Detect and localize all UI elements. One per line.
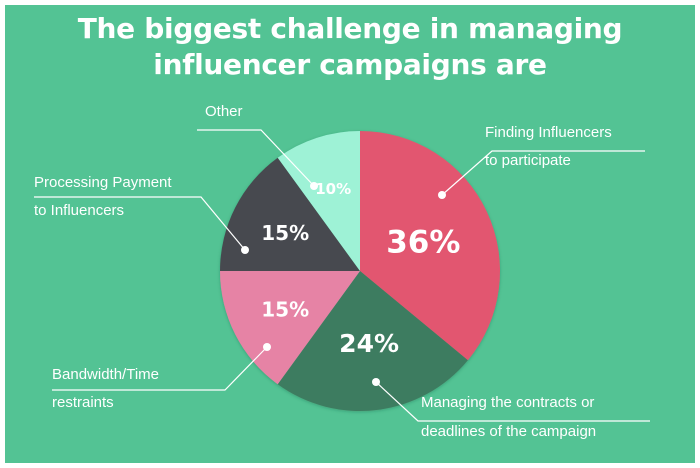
- callout-line: [441, 150, 645, 196]
- slice-category-label: to Influencers: [34, 202, 124, 219]
- callout-line: [375, 381, 650, 422]
- callout-dot: [372, 378, 380, 386]
- chart-title-line-1: The biggest challenge in managing: [77, 12, 623, 45]
- slice-category-label: Finding Influencers: [485, 124, 612, 141]
- slice-category-label: Bandwidth/Time: [52, 366, 159, 383]
- slice-value-label: 36%: [386, 224, 460, 260]
- slice-category-label: restraints: [52, 394, 114, 411]
- slice-category-label: Processing Payment: [34, 174, 172, 191]
- pie-slice-finding-influencers: [360, 131, 500, 361]
- callout-dot: [241, 246, 249, 254]
- pie-slice-other: [277, 131, 360, 271]
- callout-dot: [438, 191, 446, 199]
- chart-title-line-2: influencer campaigns are: [153, 48, 547, 81]
- callout-line: [197, 129, 315, 187]
- slice-category-label: Managing the contracts or: [421, 394, 594, 411]
- chart-title: The biggest challenge in managing influe…: [5, 11, 695, 83]
- slice-category-label: deadlines of the campaign: [421, 423, 596, 440]
- slice-value-label: 24%: [339, 329, 399, 358]
- slice-value-label: 10%: [315, 180, 351, 198]
- callout-dot: [310, 182, 318, 190]
- pie-slice-processing-payment: [220, 157, 360, 271]
- slice-category-label: Other: [205, 103, 243, 120]
- slice-value-label: 15%: [261, 297, 309, 321]
- pie-slices: [220, 131, 500, 411]
- pie-chart: 36% Finding Influencers to participate 24% M…: [34, 103, 650, 440]
- slice-value-label: 15%: [261, 221, 309, 245]
- callout-line: [34, 196, 246, 251]
- callout-dot: [263, 343, 271, 351]
- slice-category-label: to participate: [485, 152, 571, 169]
- pie-slice-bandwidth-time: [220, 271, 360, 385]
- pie-slice-managing-the-contracts-or: [277, 271, 468, 411]
- infographic: The biggest challenge in managing influe…: [5, 5, 695, 463]
- callout-line: [52, 346, 268, 391]
